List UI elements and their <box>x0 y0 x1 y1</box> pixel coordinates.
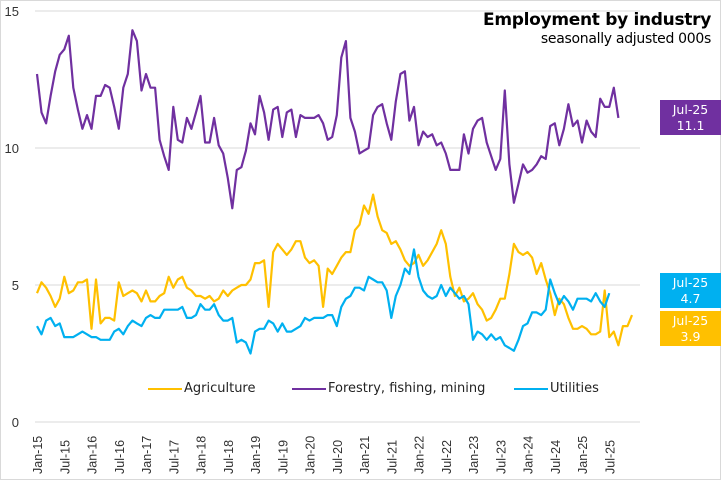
end-label-forestry-period: Jul-25 <box>672 102 709 117</box>
x-tick-label: Jan-20 <box>304 436 318 474</box>
x-tick-label: Jan-18 <box>195 436 209 474</box>
x-tick-label: Jul-21 <box>385 440 399 474</box>
end-label-utilities-value: 4.7 <box>680 291 701 306</box>
x-tick-label: Jul-23 <box>494 440 508 474</box>
x-tick-label: Jan-23 <box>467 436 481 474</box>
legend-swatch-agriculture <box>148 387 182 390</box>
series-line-agriculture <box>35 193 634 347</box>
x-tick-label: Jul-15 <box>58 440 72 474</box>
x-tick-label: Jul-17 <box>167 440 181 474</box>
x-tick-label: Jan-16 <box>86 436 100 474</box>
x-tick-label: Jan-21 <box>358 436 372 474</box>
x-tick-label: Jan-24 <box>522 436 536 474</box>
y-tick-label: 15 <box>5 4 19 19</box>
legend-swatch-forestry <box>292 387 326 390</box>
x-tick-label: Jan-17 <box>140 436 154 474</box>
x-tick-label: Jan-15 <box>31 436 45 474</box>
end-label-agriculture-period: Jul-25 <box>672 313 709 328</box>
legend-item-agriculture: Agriculture <box>148 381 256 396</box>
y-tick-label: 5 <box>12 278 19 293</box>
chart-title: Employment by industry <box>483 10 711 30</box>
series-line-utilities <box>36 248 611 355</box>
x-tick-label: Jul-18 <box>222 440 236 474</box>
x-tick-label: Jul-16 <box>113 440 127 474</box>
legend-label-utilities: Utilities <box>550 381 599 396</box>
x-tick-label: Jul-22 <box>440 440 454 474</box>
end-label-utilities: Jul-25 4.7 <box>660 273 721 308</box>
series-line-forestry-fishing-mining <box>35 29 620 210</box>
legend-swatch-utilities <box>514 387 548 390</box>
end-label-agriculture: Jul-25 3.9 <box>660 311 721 346</box>
end-label-forestry: Jul-25 11.1 <box>660 100 721 135</box>
x-tick-label: Jan-22 <box>413 436 427 474</box>
end-label-utilities-period: Jul-25 <box>672 275 709 290</box>
x-tick-label: Jul-24 <box>549 440 563 474</box>
legend-item-forestry: Forestry, fishing, mining <box>292 381 485 396</box>
legend-item-utilities: Utilities <box>514 381 599 396</box>
x-tick-label: Jul-25 <box>603 440 617 474</box>
legend-label-agriculture: Agriculture <box>184 381 256 396</box>
end-label-agriculture-value: 3.9 <box>680 329 701 344</box>
end-label-forestry-value: 11.1 <box>676 118 705 133</box>
y-tick-label: 0 <box>12 415 19 430</box>
x-tick-label: Jan-25 <box>576 436 590 474</box>
x-tick-label: Jul-20 <box>331 440 345 474</box>
y-tick-label: 10 <box>5 141 19 156</box>
x-tick-label: Jan-19 <box>249 436 263 474</box>
legend-label-forestry: Forestry, fishing, mining <box>328 381 486 396</box>
chart-subtitle: seasonally adjusted 000s <box>540 31 711 47</box>
x-tick-label: Jul-19 <box>276 440 290 474</box>
